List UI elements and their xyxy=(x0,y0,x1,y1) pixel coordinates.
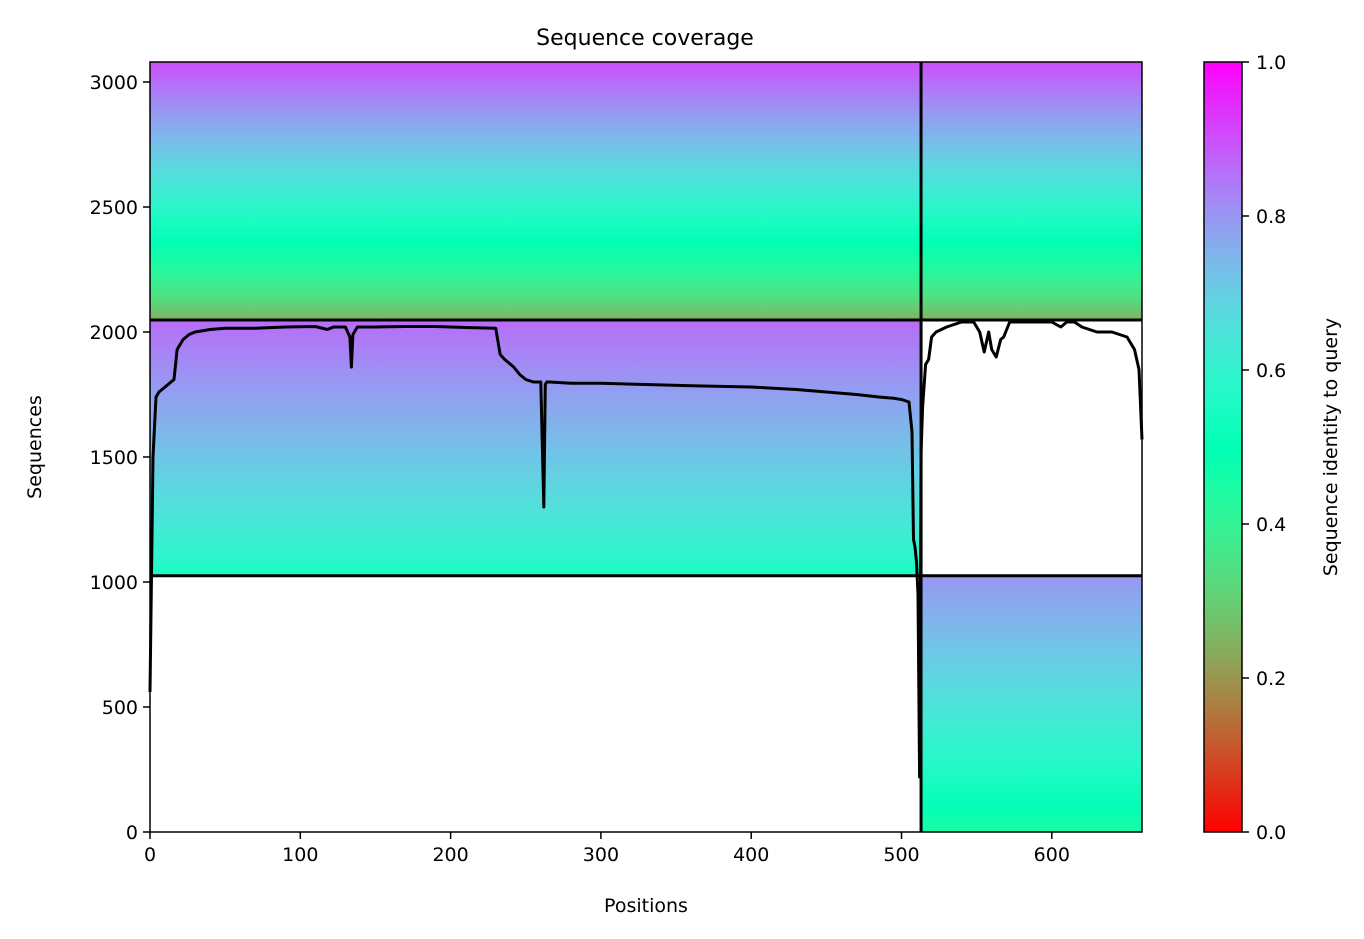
x-tick-label: 500 xyxy=(883,844,919,866)
colorbar-tick-label: 0.2 xyxy=(1256,668,1286,690)
coverage-blocks xyxy=(150,62,1142,832)
colorbar-tick-label: 0.4 xyxy=(1256,514,1286,536)
colorbar-frame xyxy=(1203,61,1243,833)
chart-title: Sequence coverage xyxy=(536,26,754,51)
x-tick-label: 0 xyxy=(144,844,156,866)
coverage-block-c xyxy=(150,320,922,576)
coverage-block-a xyxy=(150,62,922,320)
y-axis-label: Sequences xyxy=(24,395,46,499)
y-tick-label: 500 xyxy=(102,697,138,719)
x-tick-label: 400 xyxy=(733,844,769,866)
colorbar-ticks: 0.0 0.2 0.4 0.6 0.8 1.0 xyxy=(1242,52,1286,844)
y-tick-label: 1000 xyxy=(90,572,138,594)
y-axis: 0 500 1000 1500 2000 2500 3000 xyxy=(90,72,150,844)
y-tick-label: 2500 xyxy=(90,197,138,219)
plot-frame xyxy=(149,61,1143,833)
colorbar: 0.0 0.2 0.4 0.6 0.8 1.0 Sequence identity to … xyxy=(1203,52,1342,844)
y-tick-label: 0 xyxy=(126,822,138,844)
colorbar-gradient xyxy=(1204,62,1242,832)
coverage-block-d xyxy=(921,575,1142,832)
coverage-block-b xyxy=(921,62,1142,320)
coverage-line-layer xyxy=(148,320,1144,779)
colorbar-tick-label: 0.0 xyxy=(1256,822,1286,844)
colorbar-tick-label: 1.0 xyxy=(1256,52,1286,74)
colorbar-tick-label: 0.6 xyxy=(1256,360,1286,382)
x-tick-label: 100 xyxy=(282,844,318,866)
x-axis-label: Positions xyxy=(604,895,688,917)
y-tick-label: 1500 xyxy=(90,447,138,469)
x-tick-label: 200 xyxy=(432,844,468,866)
y-tick-label: 3000 xyxy=(90,72,138,94)
x-tick-label: 600 xyxy=(1034,844,1070,866)
x-axis: 0 100 200 300 400 500 600 xyxy=(144,832,1070,866)
y-tick-label: 2000 xyxy=(90,322,138,344)
x-tick-label: 300 xyxy=(583,844,619,866)
colorbar-label: Sequence identity to query xyxy=(1320,318,1342,576)
plot-area xyxy=(148,61,1144,833)
coverage-line xyxy=(148,320,1144,779)
colorbar-tick-label: 0.8 xyxy=(1256,206,1286,228)
